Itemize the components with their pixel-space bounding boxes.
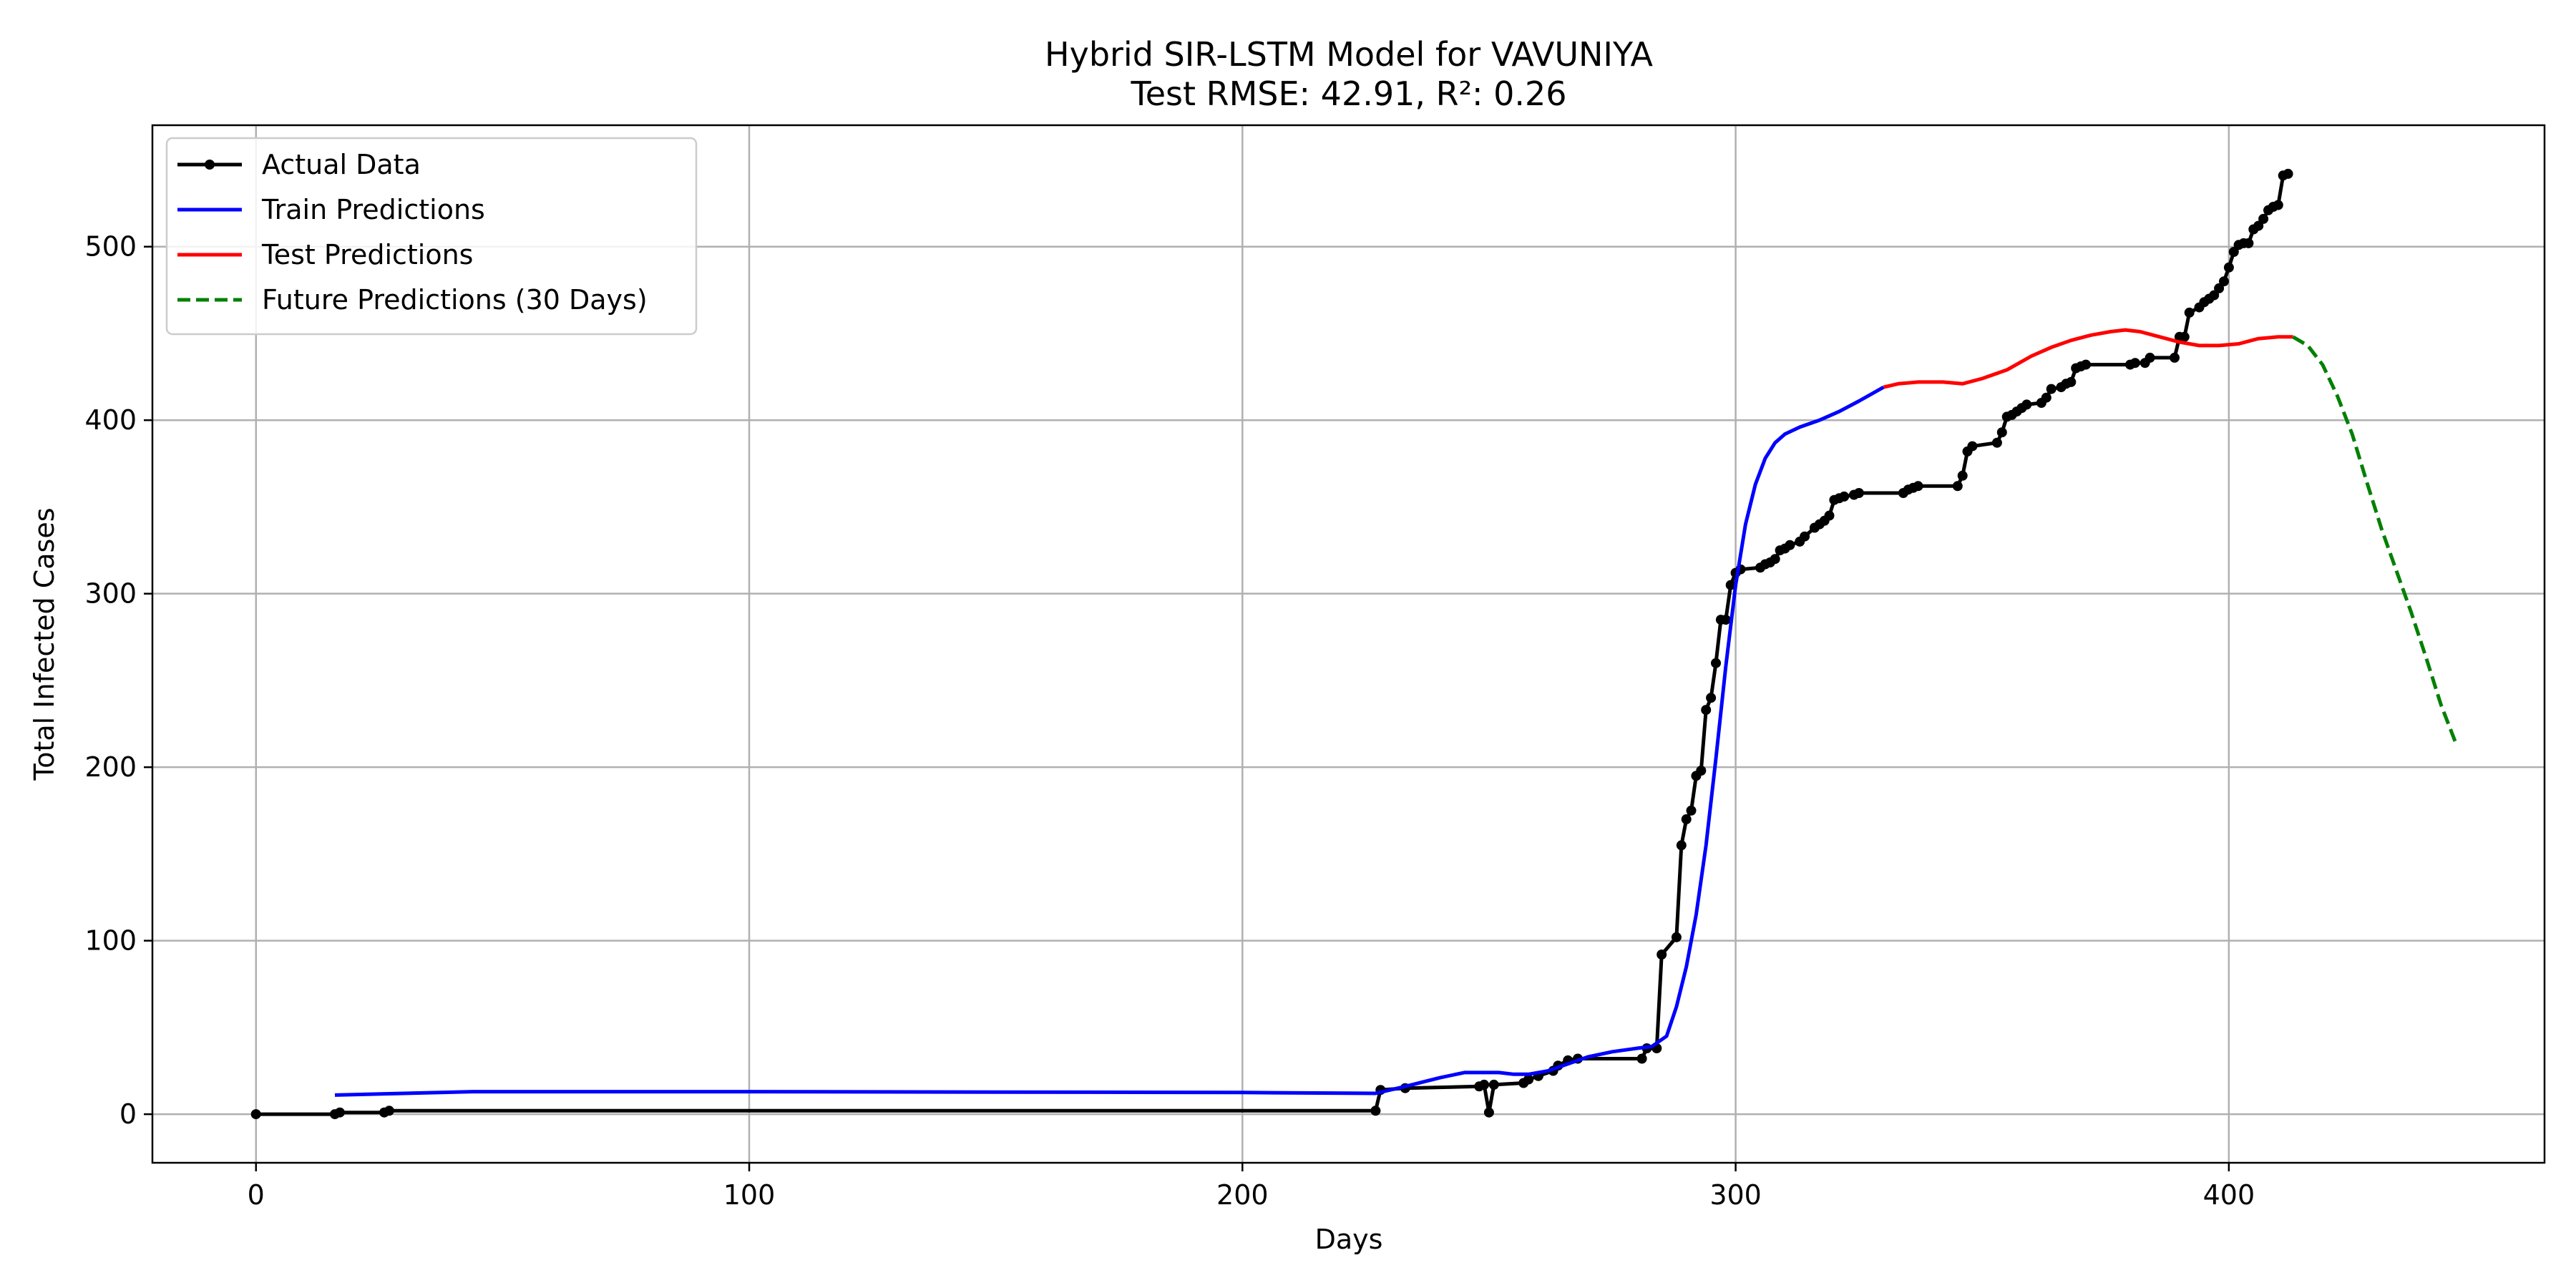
data-point	[1483, 1107, 1494, 1118]
x-tick-label: 200	[1216, 1179, 1269, 1211]
series-line-future-predictions-30-days	[2292, 335, 2458, 744]
data-point	[1800, 531, 1810, 542]
data-point	[1696, 766, 1707, 776]
data-point	[2228, 247, 2239, 257]
data-point	[1957, 470, 1968, 481]
data-point	[1711, 658, 1721, 668]
legend-marker	[205, 160, 215, 170]
data-point	[2283, 168, 2293, 179]
data-point	[2184, 307, 2195, 318]
data-point	[1853, 488, 1864, 498]
data-point	[2253, 220, 2264, 231]
x-tick-label: 0	[248, 1179, 265, 1211]
chart-subtitle: Test RMSE: 42.91, R²: 0.26	[1130, 74, 1566, 113]
data-point	[2273, 200, 2283, 210]
data-point	[1720, 615, 1731, 625]
data-point	[2214, 283, 2225, 293]
data-point	[1681, 814, 1692, 824]
x-axis: 0 100 200 300 400	[248, 1163, 2255, 1211]
legend-label: Future Predictions (30 Days)	[262, 284, 648, 316]
data-point	[1770, 554, 1780, 565]
data-point	[1636, 1053, 1647, 1064]
series-line-test-predictions	[1883, 328, 2293, 389]
y-tick-label: 400	[84, 404, 137, 436]
data-point	[334, 1107, 345, 1118]
data-point	[1701, 705, 1712, 716]
legend-box	[165, 137, 698, 336]
data-point	[1991, 437, 2002, 448]
data-point	[2219, 276, 2229, 287]
y-axis-label: Total Infected Cases	[29, 507, 60, 781]
y-tick-label: 100	[84, 925, 137, 957]
data-point	[1523, 1074, 1534, 1085]
data-point	[2046, 384, 2057, 394]
data-point	[1479, 1079, 1490, 1090]
y-tick-label: 500	[84, 231, 137, 263]
legend-label: Test Predictions	[261, 239, 473, 270]
data-point	[2066, 376, 2077, 387]
y-tick-label: 300	[84, 578, 137, 610]
data-point	[1488, 1079, 1499, 1090]
y-tick-label: 0	[119, 1098, 137, 1130]
series-layer	[250, 168, 2458, 1120]
data-point	[1967, 441, 1978, 452]
data-point	[2243, 238, 2254, 248]
legend: Actual Data Train Predictions Test Predict…	[165, 137, 698, 336]
data-point	[1839, 491, 1850, 502]
legend-label: Train Predictions	[261, 194, 485, 225]
y-tick-label: 200	[84, 751, 137, 783]
x-tick-label: 400	[2203, 1179, 2255, 1211]
legend-label: Actual Data	[262, 149, 421, 180]
y-axis: 0 100 200 300 400 500	[84, 231, 152, 1130]
data-point	[2179, 331, 2190, 342]
data-point	[1657, 950, 1667, 960]
data-point	[1952, 481, 1963, 492]
data-point	[384, 1106, 394, 1116]
data-point	[1706, 693, 1717, 703]
x-tick-label: 300	[1709, 1179, 1762, 1211]
data-point	[2021, 399, 2032, 410]
data-point	[2041, 392, 2051, 403]
data-point	[2129, 358, 2140, 369]
x-tick-label: 100	[723, 1179, 776, 1211]
data-point	[2170, 352, 2180, 363]
data-point	[2145, 352, 2155, 363]
data-point	[1785, 540, 1795, 550]
data-point	[2223, 262, 2234, 273]
data-point	[1996, 427, 2007, 438]
data-point	[250, 1109, 261, 1120]
series-line-train-predictions	[334, 385, 1885, 1097]
data-point	[1686, 805, 1697, 816]
data-point	[2209, 290, 2220, 301]
data-point	[1824, 510, 1835, 521]
x-axis-label: Days	[1315, 1224, 1383, 1255]
data-point	[1671, 932, 1682, 942]
data-point	[2258, 213, 2269, 224]
data-point	[1913, 481, 1923, 492]
data-point	[2081, 359, 2091, 370]
data-point	[1370, 1106, 1381, 1116]
data-point	[1676, 840, 1687, 851]
chart-title: Hybrid SIR-LSTM Model for VAVUNIYA	[1045, 35, 1654, 74]
data-point	[1725, 580, 1736, 590]
plot-area-frame	[151, 124, 2546, 1164]
